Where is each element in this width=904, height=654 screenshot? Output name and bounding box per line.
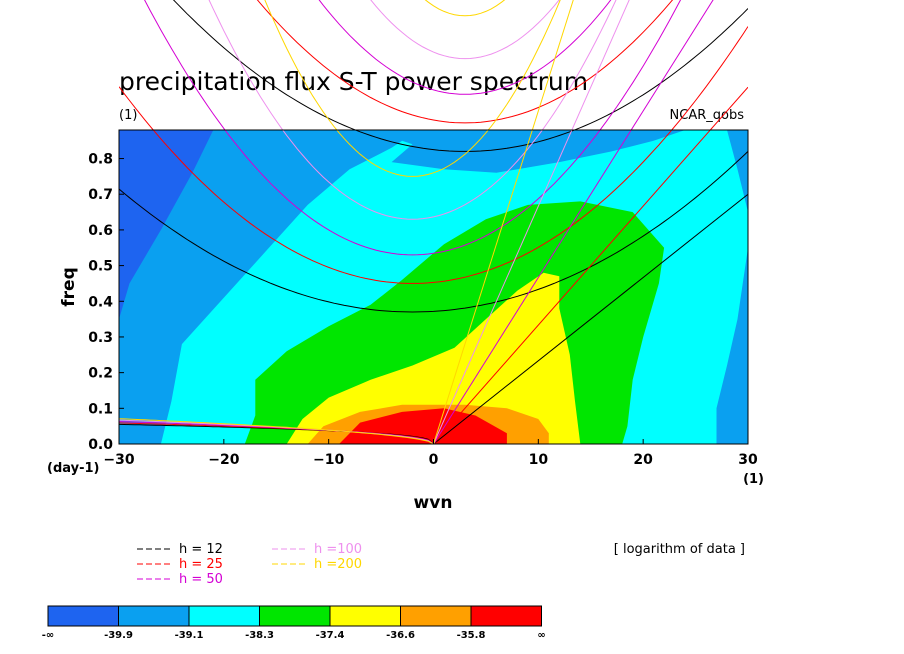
upper-curve-1 <box>172 0 748 152</box>
x-tick-label: −30 <box>103 452 134 468</box>
contour-bands <box>119 130 748 444</box>
westward-curve-5 <box>264 0 561 177</box>
colorbar-cell <box>400 605 472 627</box>
x-tick-label: 20 <box>633 452 653 468</box>
rossby-curve-5 <box>119 418 434 444</box>
kelvin-line-5 <box>433 0 574 444</box>
colorbar: -∞ -39.9 -39.1 -38.3 -37.4 -36.6 -35.8 ∞ <box>42 605 546 641</box>
legend-label: h = 12 <box>179 542 223 557</box>
colorbar-label: -35.8 <box>457 630 486 641</box>
y-tick-label: 0.1 <box>88 401 113 417</box>
colorbar-label: -38.3 <box>245 630 274 641</box>
colorbar-cell <box>118 605 190 627</box>
upper-curve-5 <box>424 0 506 17</box>
y-unit-label: (day-1) <box>47 461 99 476</box>
y-tick-label: 0.8 <box>88 152 113 168</box>
colorbar-cell <box>470 605 542 627</box>
y-axis-ticks: 0.0 0.1 0.2 0.3 0.4 0.5 0.6 0.7 0.8 <box>88 152 124 453</box>
legend-label: h = 50 <box>179 572 223 587</box>
westward-curve-2 <box>119 26 748 284</box>
contour-band-6 <box>339 408 507 444</box>
westward-curve-4 <box>208 0 617 220</box>
y-tick-label: 0.3 <box>88 330 113 346</box>
y-tick-label: 0.2 <box>88 366 113 382</box>
y-tick-label: 0.0 <box>88 437 113 453</box>
x-tick-label: 30 <box>738 452 758 468</box>
subtitle-left: (1) <box>119 108 137 123</box>
x-tick-label: 0 <box>429 452 439 468</box>
y-tick-label: 0.5 <box>88 259 113 275</box>
kelvin-line-1 <box>433 193 748 444</box>
kelvin-line-2 <box>433 86 748 444</box>
colorbar-label: -37.4 <box>316 630 345 641</box>
x-tick-label: −20 <box>208 452 239 468</box>
legend-label: h =200 <box>314 557 362 572</box>
legend-label: h = 25 <box>179 557 223 572</box>
x-tick-label: 10 <box>529 452 549 468</box>
y-tick-label: 0.4 <box>88 294 113 310</box>
kelvin-line-3 <box>433 0 714 444</box>
y-tick-label: 0.7 <box>88 187 113 203</box>
upper-curve-2 <box>256 0 674 124</box>
westward-curve-3 <box>144 0 682 256</box>
upper-curve-3 <box>318 0 612 95</box>
x-axis-label: wvn <box>414 493 453 513</box>
x-tick-label: −10 <box>313 452 344 468</box>
kelvin-line-4 <box>433 0 630 444</box>
legend-label: h =100 <box>314 542 362 557</box>
x-unit-label: (1) <box>743 472 764 487</box>
x-axis-ticks: −30 −20 −10 0 10 20 30 <box>103 439 758 468</box>
colorbar-cell <box>188 605 260 627</box>
y-axis-label: freq <box>59 267 79 306</box>
upper-curve-4 <box>370 0 560 60</box>
colorbar-label: ∞ <box>537 630 545 641</box>
contour-band-4 <box>286 272 581 444</box>
colorbar-cell <box>329 605 401 627</box>
subtitle-right: NCAR_qobs <box>670 108 745 123</box>
colorbar-label: -∞ <box>42 630 54 641</box>
colorbar-cell <box>47 605 119 627</box>
westward-curve-1 <box>119 151 748 313</box>
dispersion-curves <box>119 0 748 444</box>
y-tick-label: 0.6 <box>88 223 113 239</box>
colorbar-cell <box>259 605 331 627</box>
data-note: [ logarithm of data ] <box>614 542 745 557</box>
colorbar-label: -39.1 <box>175 630 204 641</box>
colorbar-label: -36.6 <box>386 630 415 641</box>
colorbar-label: -39.9 <box>104 630 133 641</box>
